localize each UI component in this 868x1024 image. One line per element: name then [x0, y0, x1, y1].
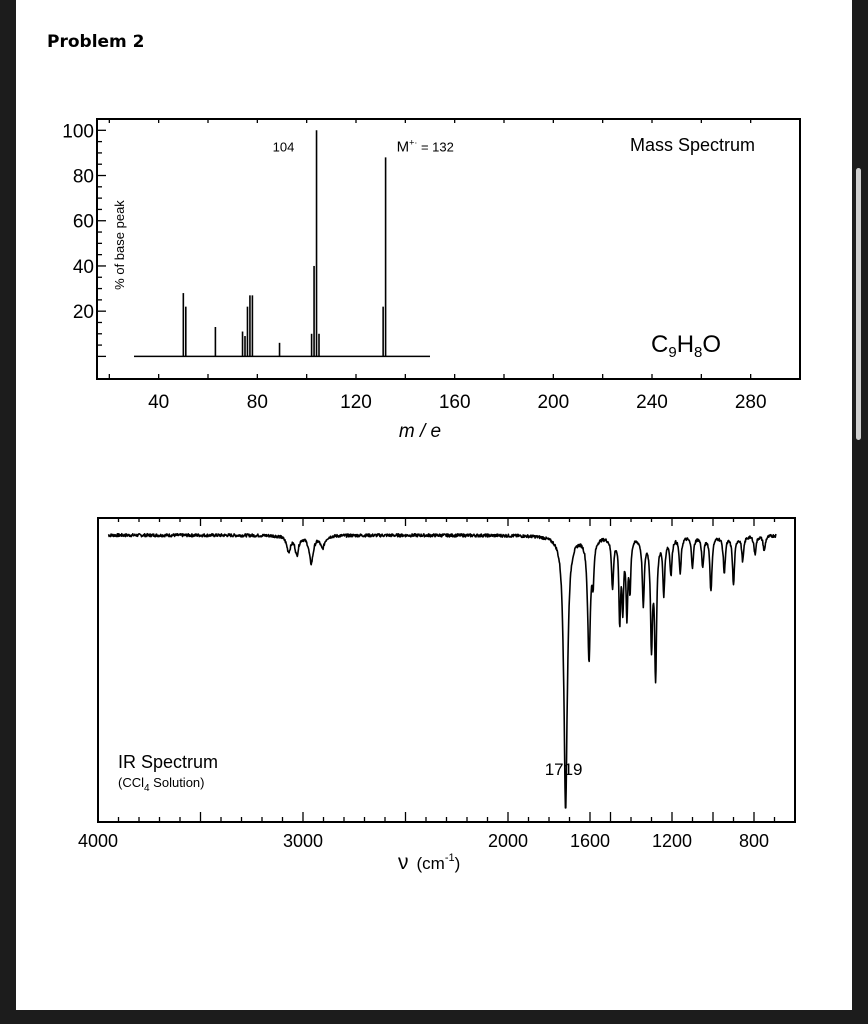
ir-subtitle-a: (CCl: [118, 775, 144, 790]
mass-spectrum-chart: 100 80 60 40 20 40 80 120 160 200 240 280 Mass Spe…: [62, 118, 801, 442]
ms-frame: [96, 118, 801, 380]
ms-annotation-m-sup: +·: [409, 137, 417, 147]
ir-x-tick-label: 4000: [78, 831, 118, 851]
ms-annotation-104: 104: [273, 139, 295, 154]
ir-trace: [107, 532, 777, 809]
ir-x-axis: 4000 3000 2000 1600 1200 800: [78, 518, 776, 851]
ir-x-label-unit-sup: -1: [445, 852, 455, 864]
ir-x-label: ν (cm-1): [398, 851, 460, 874]
ms-peaks: [182, 130, 387, 357]
ir-x-label-unit-a: (cm: [417, 854, 445, 873]
ir-x-tick-label: 800: [739, 831, 769, 851]
ir-subtitle: (CCl4 Solution): [118, 775, 204, 794]
ms-x-tick-label: 120: [340, 392, 372, 413]
ms-annotation-molecular-ion: M+· = 132: [397, 137, 454, 155]
problem-title: Problem 2: [47, 32, 145, 52]
ir-x-tick-label: 3000: [283, 831, 323, 851]
ms-y-tick-label: 60: [73, 212, 94, 233]
ms-title: Mass Spectrum: [630, 135, 755, 155]
ms-x-tick-label: 80: [247, 392, 268, 413]
ms-x-tick-label: 160: [439, 392, 471, 413]
ir-x-tick-label: 1600: [570, 831, 610, 851]
formula-c-sub: 9: [668, 344, 676, 361]
ir-x-tick-label: 1200: [652, 831, 692, 851]
ms-y-tick-label: 80: [73, 167, 94, 188]
ms-x-tick-label: 200: [537, 392, 569, 413]
formula-o: O: [702, 331, 721, 358]
ms-x-tick-label: 240: [636, 392, 668, 413]
ms-x-tick-label: 280: [735, 392, 767, 413]
ms-annotation-m: M: [397, 138, 410, 155]
ir-subtitle-sub: 4: [144, 783, 150, 794]
ir-title: IR Spectrum: [118, 752, 218, 772]
ms-x-label: m / e: [399, 421, 441, 442]
ms-annotation-m-rest: = 132: [417, 139, 454, 154]
ms-y-tick-label: 20: [73, 302, 94, 323]
page-sheet: [16, 0, 852, 1010]
formula-h-sub: 8: [694, 344, 702, 361]
formula-h: H: [677, 331, 694, 358]
ir-x-label-unit-b: ): [455, 854, 461, 873]
ms-x-axis: 40 80 120 160 200 240 280: [108, 119, 801, 413]
ms-y-tick-label: 100: [62, 121, 94, 142]
ir-subtitle-b: Solution): [150, 775, 205, 790]
ms-y-axis: 100 80 60 40 20: [62, 121, 106, 358]
vertical-scrollbar[interactable]: [856, 168, 861, 440]
ir-x-label-nu: ν: [398, 851, 409, 874]
ir-spectrum-chart: 4000 3000 2000 1600 1200 800 1719 IR Spectrum…: [78, 517, 796, 874]
ms-y-label: % of base peak: [112, 200, 127, 290]
ms-formula: C9H8O: [651, 331, 721, 361]
ir-x-tick-label: 2000: [488, 831, 528, 851]
ms-x-tick-label: 40: [148, 392, 169, 413]
formula-c: C: [651, 331, 668, 358]
ms-y-tick-label: 40: [73, 257, 94, 278]
ir-annotation-1719: 1719: [545, 760, 583, 779]
